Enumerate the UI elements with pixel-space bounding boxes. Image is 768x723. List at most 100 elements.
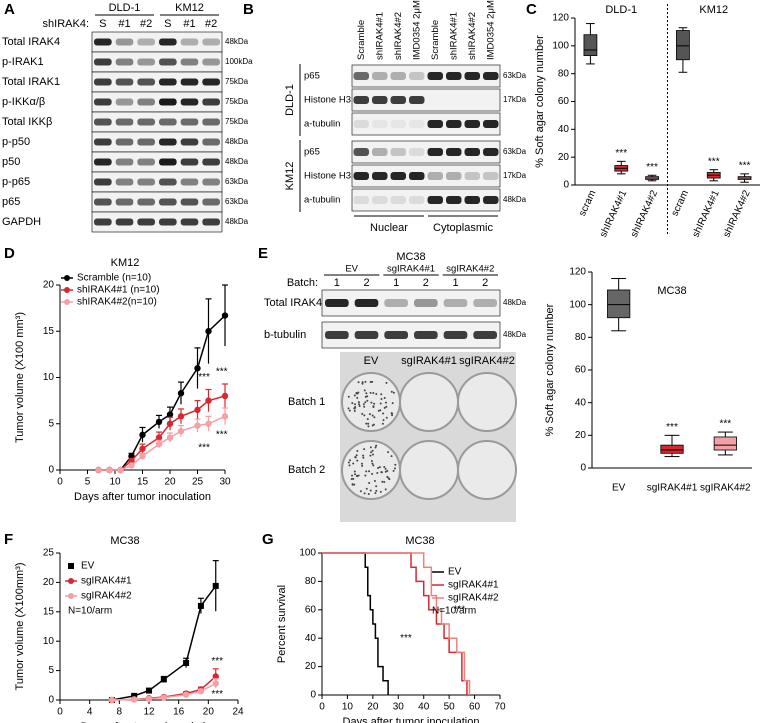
band: [390, 196, 406, 204]
band: [372, 196, 388, 204]
batch-label: 1: [334, 277, 340, 289]
plate-column-label: sgIRAK4#1: [401, 355, 457, 367]
significance: ***: [216, 367, 228, 378]
band: [94, 38, 112, 46]
colony: [383, 481, 386, 484]
y-tick-label: 0: [310, 690, 316, 701]
band: [464, 72, 480, 80]
x-tick-label: sgIRAK4#1: [647, 483, 698, 494]
band: [137, 198, 155, 206]
colony: [379, 490, 382, 493]
marker: [205, 328, 212, 335]
colony: [369, 446, 372, 449]
band: [353, 172, 369, 180]
band: [384, 299, 408, 307]
marker: [205, 420, 212, 427]
colony: [368, 481, 371, 484]
band: [372, 120, 388, 128]
x-tick-label: scram: [577, 189, 598, 218]
band: [137, 118, 155, 126]
colony: [356, 450, 359, 453]
colony: [380, 398, 383, 401]
colony: [348, 409, 351, 412]
colony: [365, 487, 368, 490]
legend-label: EV: [448, 567, 462, 578]
lane-label: shIRAK4#2: [393, 12, 404, 60]
x-tick-label: 0: [319, 702, 325, 713]
y-tick-label: 100: [299, 548, 316, 559]
colony: [372, 464, 375, 467]
colony: [369, 380, 372, 383]
band: [372, 148, 388, 156]
band: [443, 299, 468, 307]
significance: ***: [198, 372, 210, 383]
significance: ***: [198, 442, 210, 453]
band: [325, 299, 349, 307]
box: [676, 30, 690, 61]
colony: [352, 462, 355, 465]
kda-label: 48kDa: [225, 217, 249, 226]
colony: [361, 464, 364, 467]
marker: [166, 420, 174, 427]
colony: [364, 401, 367, 404]
kda-label: 63kDa: [225, 197, 249, 206]
y-axis-title: % Soft agar colony number: [544, 303, 556, 436]
colony: [372, 423, 375, 426]
legend-marker: [68, 578, 74, 584]
colony: [375, 444, 378, 447]
colony: [384, 470, 387, 473]
colony: [357, 391, 360, 394]
x-tick-label: 30: [393, 702, 405, 713]
blot-strip: [91, 211, 223, 233]
row-label: p50: [2, 156, 20, 168]
x-axis-title: Days after tumor inoculation: [81, 721, 218, 723]
colony: [382, 419, 385, 422]
colony: [352, 477, 355, 480]
box: [583, 34, 598, 56]
colony: [369, 391, 372, 394]
colony: [365, 392, 368, 395]
marker: [139, 452, 146, 460]
significance: ***: [453, 604, 465, 615]
lane-label: #1: [183, 18, 195, 30]
band: [409, 196, 425, 204]
band: [159, 198, 177, 206]
y-axis-title: Percent survival: [276, 585, 288, 663]
row-label: p65: [304, 71, 320, 82]
row-label: Total IKKβ: [2, 116, 52, 128]
y-tick-label: 120: [552, 13, 569, 24]
plate-row-label: Batch 2: [288, 464, 325, 476]
colony: [348, 464, 351, 467]
band: [483, 120, 499, 128]
band: [137, 38, 155, 46]
plate: [457, 440, 517, 500]
colony: [384, 401, 387, 404]
significance: ***: [216, 429, 228, 440]
group-label: sgIRAK4#1: [387, 264, 435, 275]
band: [446, 72, 462, 80]
band: [115, 78, 134, 86]
blot-strip: [351, 140, 501, 164]
x-tick-label: 10: [109, 477, 121, 488]
colony: [362, 403, 365, 406]
colony: [375, 489, 378, 492]
batch-label: 1: [393, 277, 399, 289]
marker: [108, 696, 116, 704]
band: [409, 96, 425, 104]
band: [464, 120, 480, 128]
band: [372, 96, 388, 104]
marker: [177, 413, 185, 420]
blot-strip: [351, 164, 501, 188]
y-tick-label: 40: [558, 124, 570, 135]
colony: [373, 480, 376, 483]
band: [202, 178, 220, 186]
band: [353, 72, 369, 80]
colony: [371, 472, 374, 475]
colony: [357, 381, 360, 384]
band: [390, 172, 406, 180]
colony: [361, 382, 364, 385]
marker: [128, 462, 135, 469]
marker: [194, 406, 201, 414]
band: [390, 148, 406, 156]
x-axis-title: Days after tumor inoculation: [74, 491, 211, 503]
